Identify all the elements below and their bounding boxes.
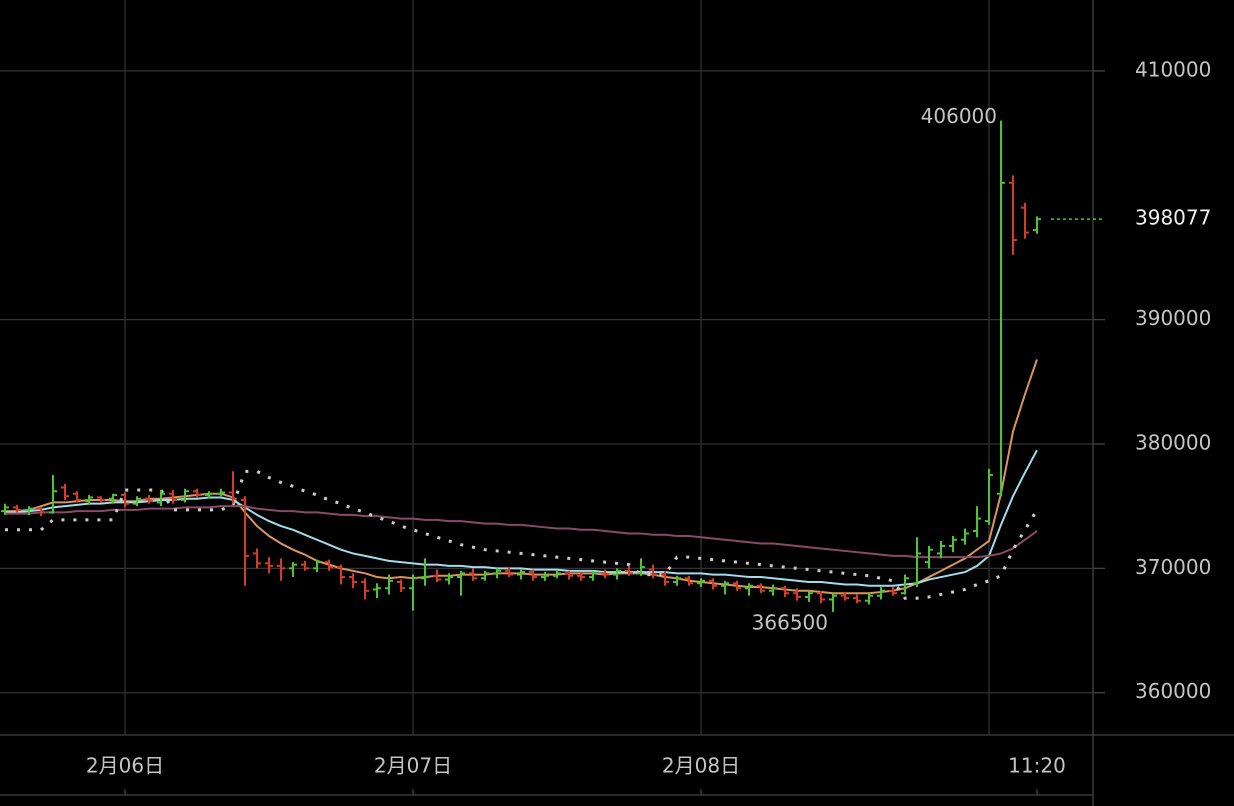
y-tick-label: 410000 xyxy=(1135,57,1211,81)
high-label: 406000 xyxy=(921,104,997,128)
x-tick-label: 2月06日 xyxy=(86,754,164,778)
y-tick-label: 360000 xyxy=(1135,679,1211,703)
ma-line xyxy=(5,505,1038,559)
low-label: 366500 xyxy=(752,610,828,634)
x-tick-label: 2月08日 xyxy=(662,754,740,778)
y-tick-label: 380000 xyxy=(1135,430,1211,454)
x-tick-label: 11:20 xyxy=(1008,754,1066,778)
sar-line xyxy=(5,469,1039,600)
last-price-label: 398077 xyxy=(1135,206,1211,230)
y-tick-label: 390000 xyxy=(1135,306,1211,330)
y-tick-label: 370000 xyxy=(1135,555,1211,579)
x-tick-label: 2月07日 xyxy=(374,754,452,778)
